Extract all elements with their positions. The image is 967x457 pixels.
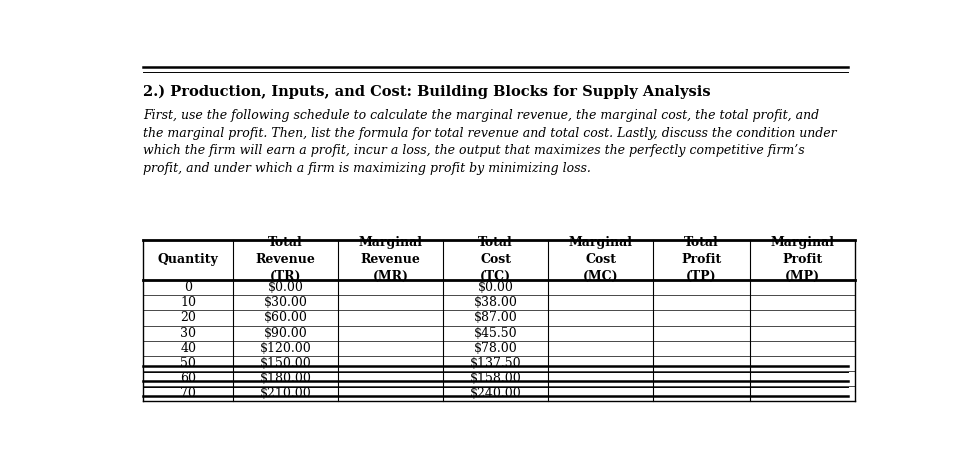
Text: $78.00: $78.00 [474, 342, 517, 355]
Text: Total
Cost
(TC): Total Cost (TC) [479, 236, 513, 283]
Text: 2.) Production, Inputs, and Cost: Building Blocks for Supply Analysis: 2.) Production, Inputs, and Cost: Buildi… [143, 85, 711, 99]
Text: $38.00: $38.00 [474, 296, 517, 309]
Text: Total
Profit
(TP): Total Profit (TP) [682, 236, 721, 283]
Text: 30: 30 [180, 327, 196, 340]
Text: 50: 50 [181, 357, 196, 370]
Text: 40: 40 [180, 342, 196, 355]
Text: 60: 60 [180, 372, 196, 385]
Text: Quantity: Quantity [158, 253, 219, 266]
Text: $45.50: $45.50 [474, 327, 517, 340]
Text: $90.00: $90.00 [264, 327, 308, 340]
Text: 70: 70 [181, 388, 196, 400]
Text: 10: 10 [180, 296, 196, 309]
Text: $158.00: $158.00 [470, 372, 521, 385]
Text: 20: 20 [181, 312, 196, 324]
Text: $0.00: $0.00 [268, 281, 304, 294]
Text: $0.00: $0.00 [478, 281, 513, 294]
Text: $240.00: $240.00 [470, 388, 521, 400]
Text: First, use the following schedule to calculate the marginal revenue, the margina: First, use the following schedule to cal… [143, 109, 837, 175]
Text: $180.00: $180.00 [260, 372, 311, 385]
Text: Marginal
Profit
(MP): Marginal Profit (MP) [771, 236, 835, 283]
Text: Total
Revenue
(TR): Total Revenue (TR) [256, 236, 315, 283]
Text: $30.00: $30.00 [264, 296, 308, 309]
Text: Marginal
Revenue
(MR): Marginal Revenue (MR) [359, 236, 423, 283]
Text: 0: 0 [185, 281, 192, 294]
Text: $87.00: $87.00 [474, 312, 517, 324]
Text: $137.50: $137.50 [470, 357, 521, 370]
Text: $210.00: $210.00 [260, 388, 311, 400]
Text: Marginal
Cost
(MC): Marginal Cost (MC) [569, 236, 632, 283]
Text: $150.00: $150.00 [260, 357, 311, 370]
Text: $120.00: $120.00 [260, 342, 311, 355]
Text: $60.00: $60.00 [264, 312, 308, 324]
